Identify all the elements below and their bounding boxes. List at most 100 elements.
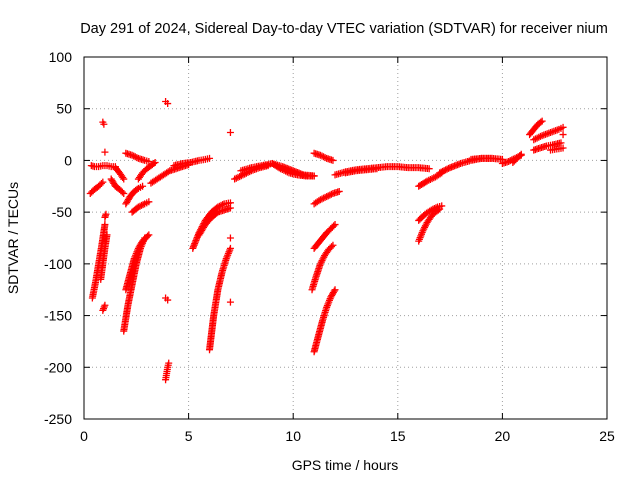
data-point: [327, 190, 335, 198]
series-s27: [226, 298, 234, 306]
data-point: [130, 152, 138, 160]
data-point: [517, 150, 525, 158]
data-point: [423, 177, 431, 185]
data-point: [420, 225, 428, 233]
data-point: [426, 175, 434, 183]
data-point: [533, 134, 541, 142]
series-s07: [101, 148, 109, 156]
data-point: [226, 234, 234, 242]
y-tick-label: -50: [52, 204, 72, 220]
data-point: [138, 201, 146, 209]
series-s06: [99, 301, 109, 314]
series-s13: [122, 231, 153, 294]
data-point: [516, 152, 524, 160]
series-s04: [97, 231, 111, 283]
data-point: [559, 131, 567, 139]
series-s32: [310, 187, 343, 208]
data-point: [536, 132, 544, 140]
data-point: [331, 221, 339, 229]
x-tick-label: 5: [185, 428, 193, 444]
series-s18: [162, 97, 172, 108]
data-point: [439, 167, 447, 175]
data-point: [280, 166, 288, 174]
series-s26: [226, 234, 234, 242]
data-point: [316, 151, 324, 159]
data-point: [101, 221, 109, 229]
data-point: [537, 118, 545, 126]
data-point: [437, 168, 445, 176]
y-axis: 100 50 0 -50 -100 -150 -200 -250: [44, 49, 607, 427]
data-point: [329, 156, 337, 164]
chart-title: Day 291 of 2024, Sidereal Day-to-day VTE…: [80, 21, 608, 37]
series-s30: [268, 160, 318, 180]
series-s20: [162, 359, 173, 384]
series-s14: [122, 182, 147, 208]
data-point: [538, 117, 546, 125]
series-s05: [99, 118, 108, 128]
data-point: [101, 301, 109, 309]
series-s40: [415, 205, 444, 245]
series-s21: [170, 154, 214, 170]
data-point: [100, 305, 108, 313]
data-point: [226, 298, 234, 306]
data-point: [136, 202, 144, 210]
series-s16: [134, 158, 159, 183]
data-point: [128, 151, 136, 159]
data-point: [331, 286, 339, 294]
data-point: [421, 222, 429, 230]
data-point: [151, 158, 159, 166]
data-point: [231, 175, 239, 183]
data-point: [436, 205, 444, 213]
data-point: [318, 152, 326, 160]
series-s31: [310, 149, 337, 164]
data-point: [335, 187, 343, 195]
data-point: [120, 175, 128, 183]
data-point: [226, 204, 234, 212]
data-point: [530, 136, 538, 144]
series-s03: [88, 221, 109, 302]
data-point: [436, 169, 444, 177]
data-point: [419, 227, 427, 235]
y-tick-label: 0: [64, 152, 72, 168]
data-point: [134, 203, 142, 211]
data-point: [330, 287, 338, 295]
y-tick-label: -250: [44, 411, 72, 427]
data-point: [316, 260, 324, 268]
data-point: [164, 168, 172, 176]
grid-lines: [84, 57, 607, 419]
series-s42: [467, 154, 506, 163]
series-s34: [308, 241, 337, 294]
data-point: [119, 173, 127, 181]
x-tick-label: 15: [390, 428, 406, 444]
data-point: [164, 100, 172, 108]
data-point: [118, 188, 126, 196]
x-tick-label: 20: [495, 428, 511, 444]
data-point: [144, 232, 152, 240]
data-point: [101, 148, 109, 156]
y-axis-label: SDTVAR / TECUs: [5, 182, 21, 294]
series-s48: [547, 144, 567, 154]
data-point: [278, 166, 286, 174]
data-point: [373, 165, 381, 173]
data-point: [330, 222, 338, 230]
series-s37: [342, 165, 381, 177]
data-point: [145, 198, 153, 206]
x-tick-label: 25: [599, 428, 615, 444]
data-point: [120, 190, 128, 198]
data-point: [440, 167, 448, 175]
data-point: [100, 303, 108, 311]
series-s10: [111, 164, 128, 183]
data-point: [226, 244, 234, 252]
data-point: [102, 210, 110, 218]
series-s44: [509, 150, 525, 166]
data-point: [321, 193, 329, 201]
series-s02: [86, 178, 107, 198]
data-point: [145, 157, 153, 165]
data-point: [139, 201, 147, 209]
data-point: [320, 194, 328, 202]
data-point: [428, 175, 436, 183]
data-point: [559, 144, 567, 152]
series-s49: [559, 131, 567, 139]
data-point: [165, 359, 173, 367]
x-axis: 0 5 10 15 20 25: [80, 57, 615, 444]
